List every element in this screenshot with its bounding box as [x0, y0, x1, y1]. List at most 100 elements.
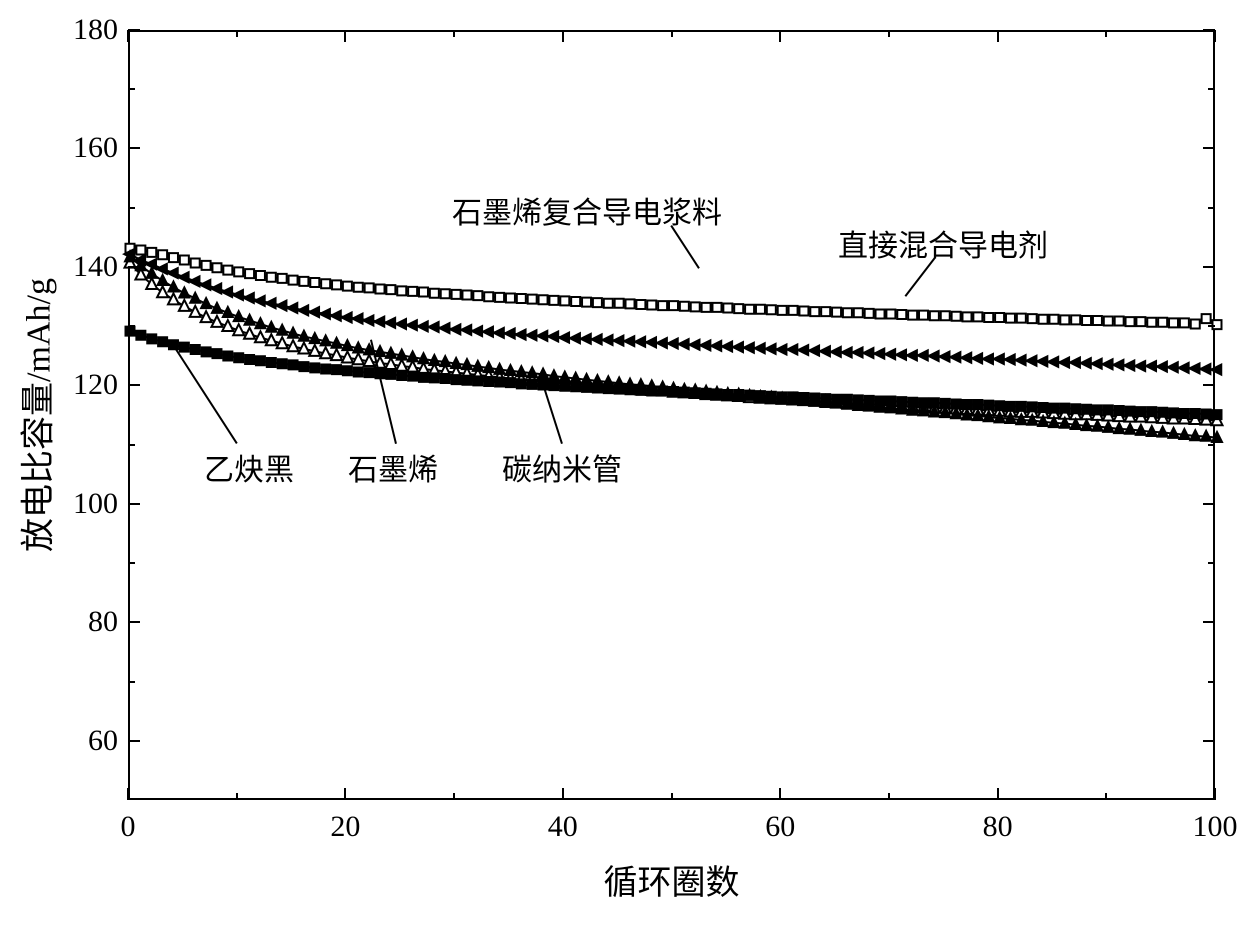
series-marker-graphene	[408, 351, 418, 361]
series-marker-acetylene-black	[962, 400, 971, 409]
annotation-acetylene-black: 乙炔黑	[204, 445, 294, 489]
series-marker-graphene-composite-slurry	[712, 303, 721, 312]
series-marker-direct-mixed-conductor	[896, 350, 906, 360]
series-marker-graphene-composite-slurry	[1147, 318, 1156, 327]
series-marker-acetylene-black	[289, 360, 298, 369]
series-marker-acetylene-black	[1158, 408, 1167, 417]
series-marker-direct-mixed-conductor	[429, 322, 439, 332]
series-marker-direct-mixed-conductor	[233, 290, 243, 300]
x-tick-label: 20	[330, 810, 360, 844]
series-marker-direct-mixed-conductor	[559, 333, 569, 343]
series-marker-acetylene-black	[528, 380, 537, 389]
series-marker-graphene-composite-slurry	[321, 279, 330, 288]
series-marker-graphene	[1190, 430, 1200, 440]
series-marker-graphene-composite-slurry	[462, 290, 471, 299]
series-marker-acetylene-black	[658, 386, 667, 395]
series-marker-acetylene-black	[636, 386, 645, 395]
series-marker-graphene-composite-slurry	[908, 311, 917, 320]
series-marker-direct-mixed-conductor	[1190, 363, 1200, 373]
series-marker-direct-mixed-conductor	[255, 296, 265, 306]
series-marker-direct-mixed-conductor	[1037, 356, 1047, 366]
series-marker-acetylene-black	[973, 400, 982, 409]
series-marker-graphene-composite-slurry	[354, 283, 363, 292]
series-marker-graphene-composite-slurry	[169, 253, 178, 262]
series-marker-acetylene-black	[506, 378, 515, 387]
series-marker-graphene-composite-slurry	[343, 282, 352, 291]
series-marker-graphene	[484, 362, 494, 372]
series-marker-graphene	[386, 348, 396, 358]
series-marker-graphene-composite-slurry	[1071, 315, 1080, 324]
series-marker-graphene-composite-slurry	[919, 311, 928, 320]
series-marker-acetylene-black	[734, 390, 743, 399]
series-marker-graphene-composite-slurry	[245, 269, 254, 278]
series-marker-direct-mixed-conductor	[211, 283, 221, 293]
annotation-direct-mix: 直接混合导电剂	[838, 221, 1048, 265]
series-marker-acetylene-black	[354, 367, 363, 376]
series-marker-acetylene-black	[571, 382, 580, 391]
series-marker-acetylene-black	[647, 386, 656, 395]
series-marker-acetylene-black	[865, 396, 874, 405]
series-marker-acetylene-black	[930, 398, 939, 407]
series-marker-graphene-composite-slurry	[1136, 317, 1145, 326]
series-marker-direct-mixed-conductor	[461, 325, 471, 335]
series-marker-carbon-nanotube	[168, 293, 179, 304]
y-tick-right-major	[1203, 147, 1215, 149]
series-marker-graphene-composite-slurry	[1180, 318, 1189, 327]
series-svg	[130, 32, 1217, 802]
y-tick-label: 140	[73, 250, 118, 284]
series-marker-acetylene-black	[549, 381, 558, 390]
series-marker-graphene-composite-slurry	[386, 285, 395, 294]
series-marker-direct-mixed-conductor	[396, 319, 406, 329]
series-marker-graphene-composite-slurry	[365, 283, 374, 292]
y-tick-right-minor	[1208, 325, 1215, 327]
series-marker-acetylene-black	[234, 353, 243, 362]
y-tick-label: 80	[88, 605, 118, 639]
series-marker-direct-mixed-conductor	[668, 339, 678, 349]
series-marker-direct-mixed-conductor	[1059, 358, 1069, 368]
series-marker-graphene-composite-slurry	[876, 309, 885, 318]
series-marker-graphene-composite-slurry	[756, 305, 765, 314]
series-marker-direct-mixed-conductor	[1157, 362, 1167, 372]
series-marker-carbon-nanotube	[364, 355, 375, 366]
series-marker-graphene	[266, 322, 276, 332]
series-marker-direct-mixed-conductor	[700, 340, 710, 350]
series-marker-acetylene-black	[756, 391, 765, 400]
series-marker-direct-mixed-conductor	[581, 334, 591, 344]
x-tick-top-major	[344, 30, 346, 42]
series-marker-graphene-composite-slurry	[658, 301, 667, 310]
series-marker-direct-mixed-conductor	[505, 328, 515, 338]
series-marker-graphene-composite-slurry	[843, 308, 852, 317]
series-marker-carbon-nanotube	[190, 306, 201, 317]
series-marker-graphene-composite-slurry	[952, 312, 961, 321]
x-tick-minor	[671, 793, 673, 800]
series-marker-direct-mixed-conductor	[353, 314, 363, 324]
series-marker-graphene-composite-slurry	[528, 295, 537, 304]
series-marker-carbon-nanotube	[288, 340, 299, 351]
series-marker-direct-mixed-conductor	[548, 331, 558, 341]
x-tick-top-major	[1214, 30, 1216, 42]
series-marker-direct-mixed-conductor	[885, 349, 895, 359]
series-marker-graphene	[201, 298, 211, 308]
series-marker-acetylene-black	[908, 398, 917, 407]
series-marker-graphene-composite-slurry	[506, 293, 515, 302]
series-marker-graphene	[462, 359, 472, 369]
x-tick-major	[779, 788, 781, 800]
series-marker-graphene-composite-slurry	[267, 273, 276, 282]
series-marker-direct-mixed-conductor	[755, 343, 765, 353]
x-tick-label: 80	[983, 810, 1013, 844]
series-marker-acetylene-black	[593, 383, 602, 392]
series-marker-direct-mixed-conductor	[624, 336, 634, 346]
series-marker-graphene	[288, 328, 298, 338]
series-marker-graphene	[353, 343, 363, 353]
series-marker-direct-mixed-conductor	[809, 346, 819, 356]
series-marker-graphene-composite-slurry	[897, 310, 906, 319]
series-marker-graphene-composite-slurry	[984, 313, 993, 322]
y-tick-right-minor	[1208, 88, 1215, 90]
x-tick-minor	[453, 793, 455, 800]
series-marker-direct-mixed-conductor	[407, 320, 417, 330]
y-tick-major	[128, 29, 140, 31]
series-marker-direct-mixed-conductor	[820, 346, 830, 356]
series-marker-acetylene-black	[1169, 408, 1178, 417]
series-marker-acetylene-black	[147, 334, 156, 343]
series-marker-acetylene-black	[810, 394, 819, 403]
